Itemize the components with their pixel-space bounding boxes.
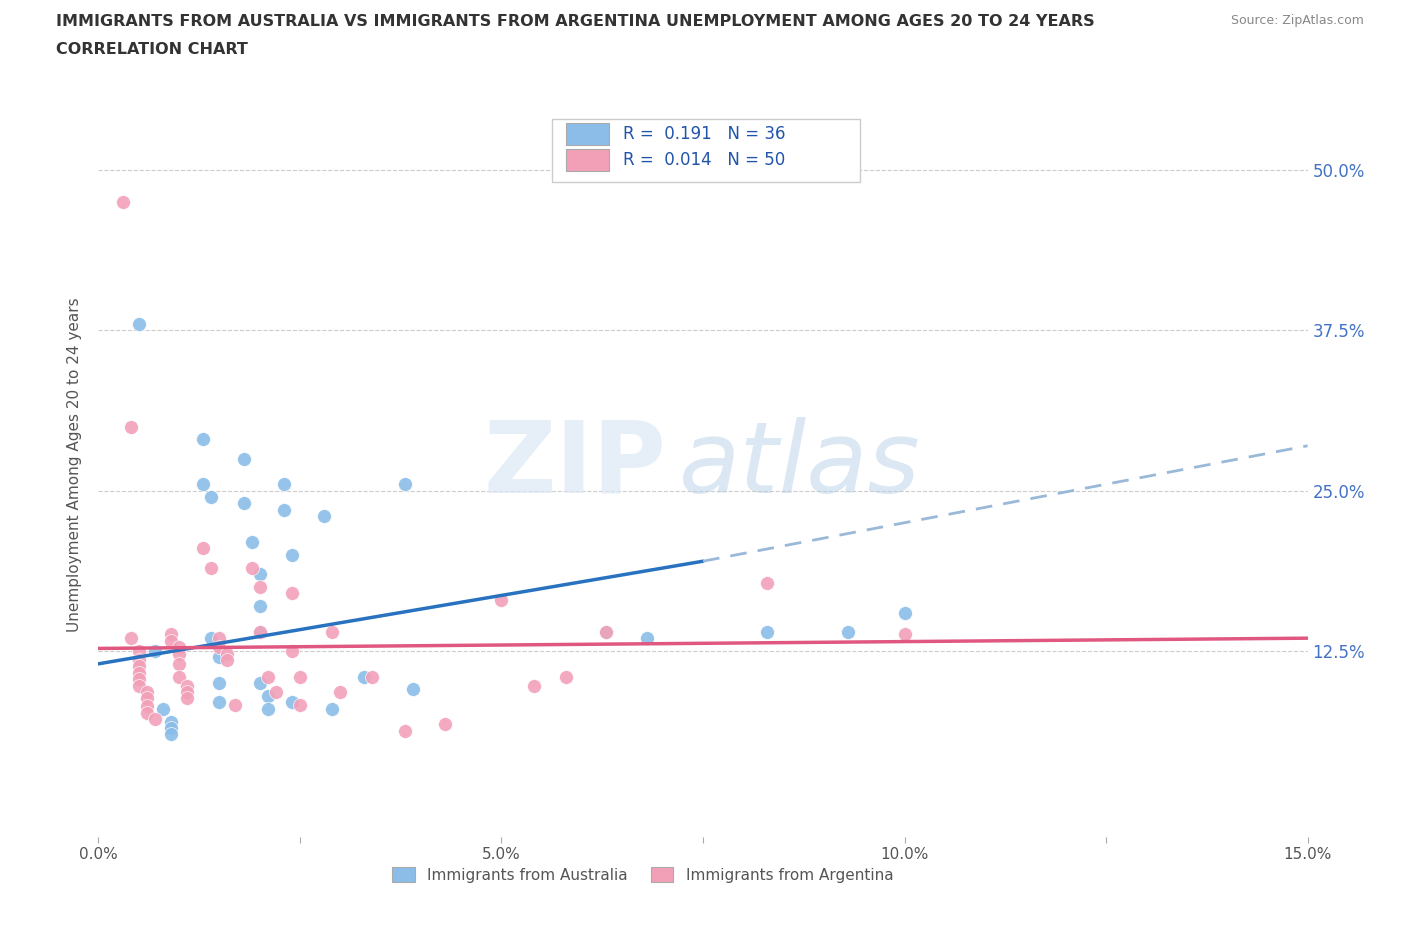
Point — [176, 691, 198, 706]
Point — [273, 477, 295, 492]
Point — [135, 705, 157, 720]
Point — [256, 701, 278, 716]
Point — [491, 592, 513, 607]
Point — [160, 627, 183, 642]
Point — [249, 599, 271, 614]
Point — [353, 670, 375, 684]
Point — [595, 624, 617, 639]
Point — [143, 711, 166, 726]
Point — [394, 477, 416, 492]
Point — [837, 624, 859, 639]
Point — [135, 684, 157, 699]
Point — [264, 684, 287, 699]
Point — [288, 670, 311, 684]
Text: Source: ZipAtlas.com: Source: ZipAtlas.com — [1230, 14, 1364, 27]
Text: IMMIGRANTS FROM AUSTRALIA VS IMMIGRANTS FROM ARGENTINA UNEMPLOYMENT AMONG AGES 2: IMMIGRANTS FROM AUSTRALIA VS IMMIGRANTS … — [56, 14, 1095, 29]
Point — [217, 646, 239, 661]
Point — [249, 579, 271, 594]
Point — [240, 535, 263, 550]
Point — [756, 576, 779, 591]
Point — [193, 541, 215, 556]
Point — [321, 624, 343, 639]
Point — [394, 724, 416, 738]
Point — [128, 659, 150, 674]
Point — [200, 560, 222, 575]
Point — [329, 684, 352, 699]
Point — [256, 688, 278, 703]
Point — [160, 714, 183, 729]
Point — [249, 675, 271, 690]
Point — [111, 194, 134, 209]
Legend: Immigrants from Australia, Immigrants from Argentina: Immigrants from Australia, Immigrants fr… — [385, 860, 900, 889]
Point — [217, 653, 239, 668]
Text: atlas: atlas — [679, 417, 921, 513]
Point — [232, 496, 254, 511]
Bar — [567, 149, 609, 171]
Point — [128, 316, 150, 331]
Point — [756, 624, 779, 639]
Text: ZIP: ZIP — [484, 417, 666, 513]
Point — [193, 432, 215, 446]
Point — [256, 670, 278, 684]
Point — [208, 650, 231, 665]
Point — [120, 419, 142, 434]
Point — [523, 678, 546, 693]
Point — [281, 586, 304, 601]
Point — [167, 646, 190, 661]
Point — [402, 682, 425, 697]
Text: R =  0.191   N = 36: R = 0.191 N = 36 — [623, 125, 786, 143]
Point — [240, 560, 263, 575]
Point — [893, 627, 915, 642]
Point — [176, 684, 198, 699]
Point — [167, 640, 190, 655]
Point — [143, 644, 166, 658]
Point — [135, 691, 157, 706]
Point — [288, 698, 311, 712]
Point — [193, 477, 215, 492]
Text: CORRELATION CHART: CORRELATION CHART — [56, 42, 247, 57]
Point — [273, 502, 295, 517]
Point — [167, 657, 190, 671]
Point — [232, 451, 254, 466]
Point — [128, 653, 150, 668]
Point — [135, 698, 157, 713]
FancyBboxPatch shape — [551, 119, 860, 182]
Point — [321, 701, 343, 716]
Point — [249, 566, 271, 581]
Point — [200, 631, 222, 645]
Point — [208, 640, 231, 655]
Point — [893, 605, 915, 620]
Point — [208, 631, 231, 645]
Point — [167, 670, 190, 684]
Point — [281, 644, 304, 658]
Point — [249, 624, 271, 639]
Point — [636, 631, 658, 645]
Point — [555, 670, 578, 684]
Point — [152, 701, 174, 716]
Point — [128, 678, 150, 693]
Point — [224, 698, 246, 712]
Point — [128, 671, 150, 686]
Point — [208, 695, 231, 710]
Point — [434, 717, 457, 732]
Text: R =  0.014   N = 50: R = 0.014 N = 50 — [623, 151, 786, 169]
Point — [208, 675, 231, 690]
Point — [249, 624, 271, 639]
Point — [128, 644, 150, 658]
Point — [200, 489, 222, 504]
Bar — [567, 123, 609, 145]
Point — [281, 695, 304, 710]
Y-axis label: Unemployment Among Ages 20 to 24 years: Unemployment Among Ages 20 to 24 years — [67, 298, 83, 632]
Point — [361, 670, 384, 684]
Point — [120, 631, 142, 645]
Point — [314, 509, 336, 524]
Point — [281, 548, 304, 563]
Point — [128, 665, 150, 680]
Point — [160, 727, 183, 742]
Point — [160, 721, 183, 736]
Point — [160, 633, 183, 648]
Point — [595, 624, 617, 639]
Point — [176, 678, 198, 693]
